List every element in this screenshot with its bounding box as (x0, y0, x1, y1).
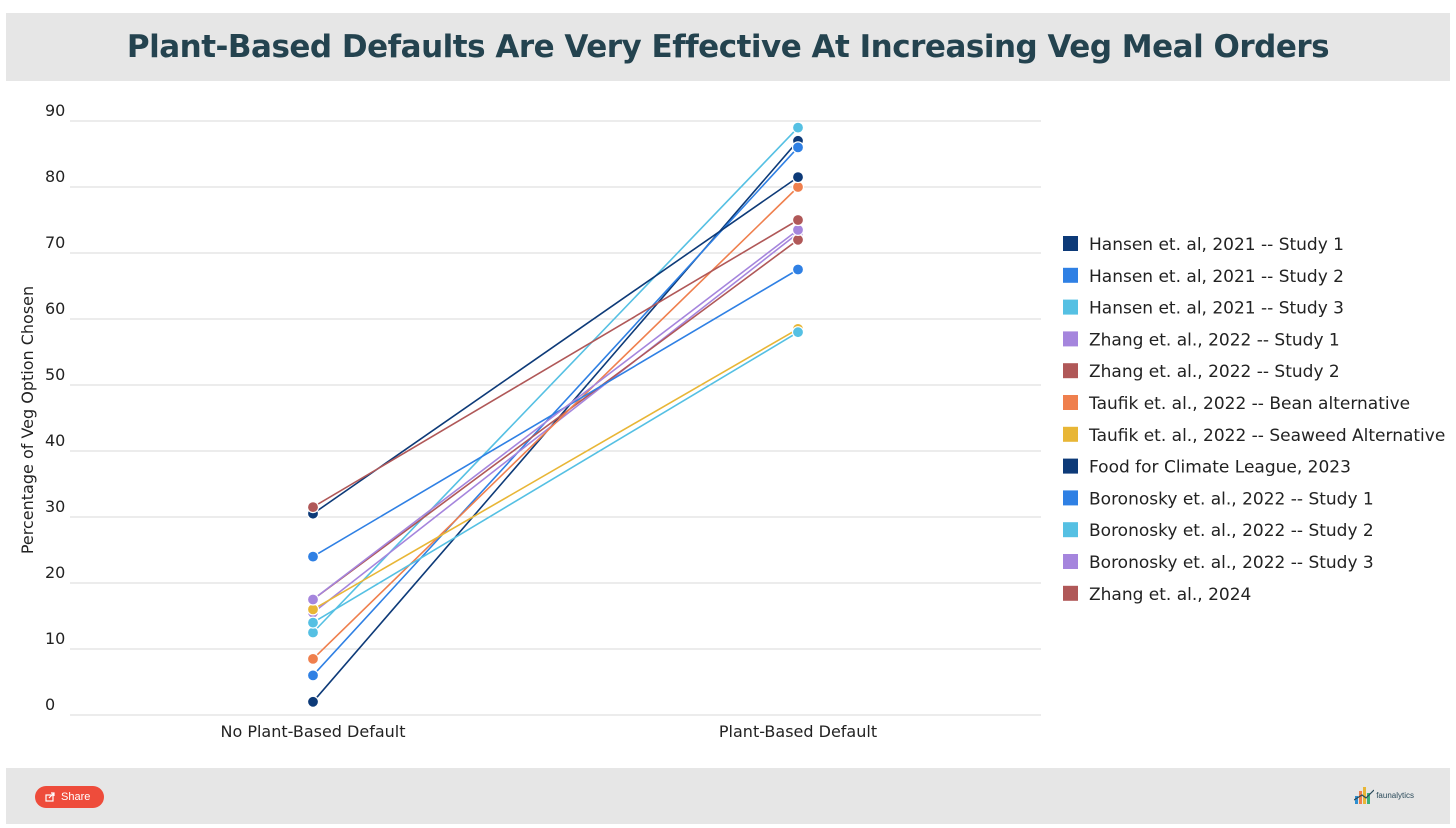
legend-label: Hansen et. al, 2021 -- Study 3 (1089, 299, 1344, 319)
chart-gridlines (70, 120, 1041, 716)
series-1 (306, 141, 805, 682)
y-tick-label: 80 (45, 167, 65, 186)
legend-label: Boronosky et. al., 2022 -- Study 3 (1089, 553, 1374, 573)
y-tick-label: 30 (45, 497, 65, 516)
data-point[interactable] (306, 616, 320, 629)
series-5 (306, 180, 805, 666)
page-title: Plant-Based Defaults Are Very Effective … (126, 29, 1330, 65)
share-icon (45, 792, 55, 802)
data-point[interactable] (306, 652, 320, 666)
legend-item[interactable]: Taufik et. al., 2022 -- Bean alternative (1063, 394, 1410, 414)
series-9 (306, 326, 805, 629)
share-button[interactable]: Share (35, 786, 105, 808)
series-line (312, 328, 799, 611)
series-line (312, 146, 799, 676)
legend-swatch (1063, 522, 1078, 538)
series-10 (306, 223, 805, 606)
series-11 (306, 213, 805, 514)
chart-legend: Hansen et. al, 2021 -- Study 1 Hansen et.… (1063, 235, 1445, 605)
series-8 (306, 263, 805, 563)
legend-label: Boronosky et. al., 2022 -- Study 2 (1089, 521, 1374, 541)
data-point[interactable] (306, 695, 320, 708)
brand-name: faunalytics (1376, 790, 1414, 800)
y-tick-label: 40 (45, 431, 65, 450)
x-axis-ticks: No Plant-Based Default Plant-Based Defaul… (220, 722, 877, 741)
legend-label: Food for Climate League, 2023 (1089, 458, 1351, 478)
data-point[interactable] (306, 550, 320, 563)
series-4 (306, 233, 805, 606)
legend-swatch (1063, 554, 1078, 569)
legend-item[interactable]: Hansen et. al, 2021 -- Study 2 (1063, 267, 1344, 287)
legend-swatch (1063, 236, 1078, 251)
series-line (312, 176, 799, 515)
series-line (312, 239, 799, 601)
legend-label: Taufik et. al., 2022 -- Seaweed Alternat… (1088, 426, 1445, 446)
legend-item[interactable]: Food for Climate League, 2023 (1063, 458, 1351, 478)
legend-swatch (1063, 299, 1078, 315)
legend-swatch (1063, 490, 1078, 506)
footer-bar: Share faunalytics (6, 768, 1450, 824)
legend-label: Taufik et. al., 2022 -- Bean alternative (1088, 394, 1410, 414)
data-point[interactable] (306, 501, 320, 514)
y-axis-ticks: 0 10 20 30 40 50 60 70 80 90 (45, 101, 65, 714)
series-line (312, 331, 799, 624)
data-point[interactable] (791, 121, 805, 134)
legend-swatch (1063, 267, 1078, 283)
y-tick-label: 0 (45, 695, 55, 714)
legend-label: Zhang et. al., 2022 -- Study 2 (1089, 362, 1340, 382)
y-tick-label: 70 (45, 233, 65, 252)
x-tick-label: No Plant-Based Default (220, 722, 405, 741)
chart-series (306, 121, 805, 708)
brand-logo: faunalytics (1354, 786, 1414, 804)
legend-label: Hansen et. al, 2021 -- Study 1 (1089, 235, 1344, 255)
series-line (312, 127, 799, 634)
data-point[interactable] (306, 593, 320, 606)
legend-item[interactable]: Boronosky et. al., 2022 -- Study 1 (1063, 489, 1374, 509)
legend-item[interactable]: Hansen et. al, 2021 -- Study 3 (1063, 299, 1344, 319)
legend-swatch (1063, 363, 1078, 379)
y-tick-label: 90 (45, 101, 65, 120)
y-tick-label: 50 (45, 365, 65, 384)
legend-item[interactable]: Taufik et. al., 2022 -- Seaweed Alternat… (1063, 426, 1445, 446)
data-point[interactable] (306, 669, 320, 682)
series-line (312, 186, 799, 660)
line-chart: 0 10 20 30 40 50 60 70 80 90 No Plant-Based Defau… (18, 101, 1445, 741)
series-line (312, 140, 799, 703)
share-label: Share (61, 791, 91, 803)
legend-item[interactable]: Boronosky et. al., 2022 -- Study 3 (1063, 553, 1374, 573)
legend-label: Zhang et. al., 2024 (1089, 585, 1251, 605)
series-line (312, 229, 799, 601)
y-axis-label: Percentage of Veg Option Chosen (18, 286, 37, 554)
data-point[interactable] (791, 213, 805, 227)
legend-item[interactable]: Zhang et. al., 2022 -- Study 1 (1063, 330, 1340, 350)
y-tick-label: 20 (45, 563, 65, 582)
bar-chart-logo-icon (1354, 787, 1375, 804)
legend-label: Hansen et. al, 2021 -- Study 2 (1089, 267, 1344, 287)
legend-swatch (1063, 458, 1078, 474)
series-line (312, 268, 799, 558)
legend-swatch (1063, 426, 1078, 442)
legend-swatch (1063, 395, 1078, 410)
series-line (312, 219, 799, 508)
legend-item[interactable]: Boronosky et. al., 2022 -- Study 2 (1063, 521, 1374, 541)
legend-item[interactable]: Zhang et. al., 2024 (1063, 585, 1251, 605)
legend-item[interactable]: Zhang et. al., 2022 -- Study 2 (1063, 362, 1340, 382)
x-tick-label: Plant-Based Default (719, 722, 877, 741)
series-0 (306, 134, 805, 708)
legend-label: Zhang et. al., 2022 -- Study 1 (1089, 330, 1340, 350)
y-tick-label: 10 (45, 629, 65, 648)
data-point[interactable] (791, 263, 805, 276)
data-point[interactable] (791, 171, 805, 184)
series-6 (306, 322, 805, 616)
legend-label: Boronosky et. al., 2022 -- Study 1 (1089, 489, 1374, 509)
legend-swatch (1063, 585, 1078, 601)
legend-swatch (1063, 331, 1078, 347)
series-2 (306, 121, 805, 639)
title-bar: Plant-Based Defaults Are Very Effective … (6, 13, 1450, 81)
legend-item[interactable]: Hansen et. al, 2021 -- Study 1 (1063, 235, 1344, 255)
y-tick-label: 60 (45, 299, 65, 318)
data-point[interactable] (791, 326, 805, 339)
data-point[interactable] (791, 141, 805, 154)
